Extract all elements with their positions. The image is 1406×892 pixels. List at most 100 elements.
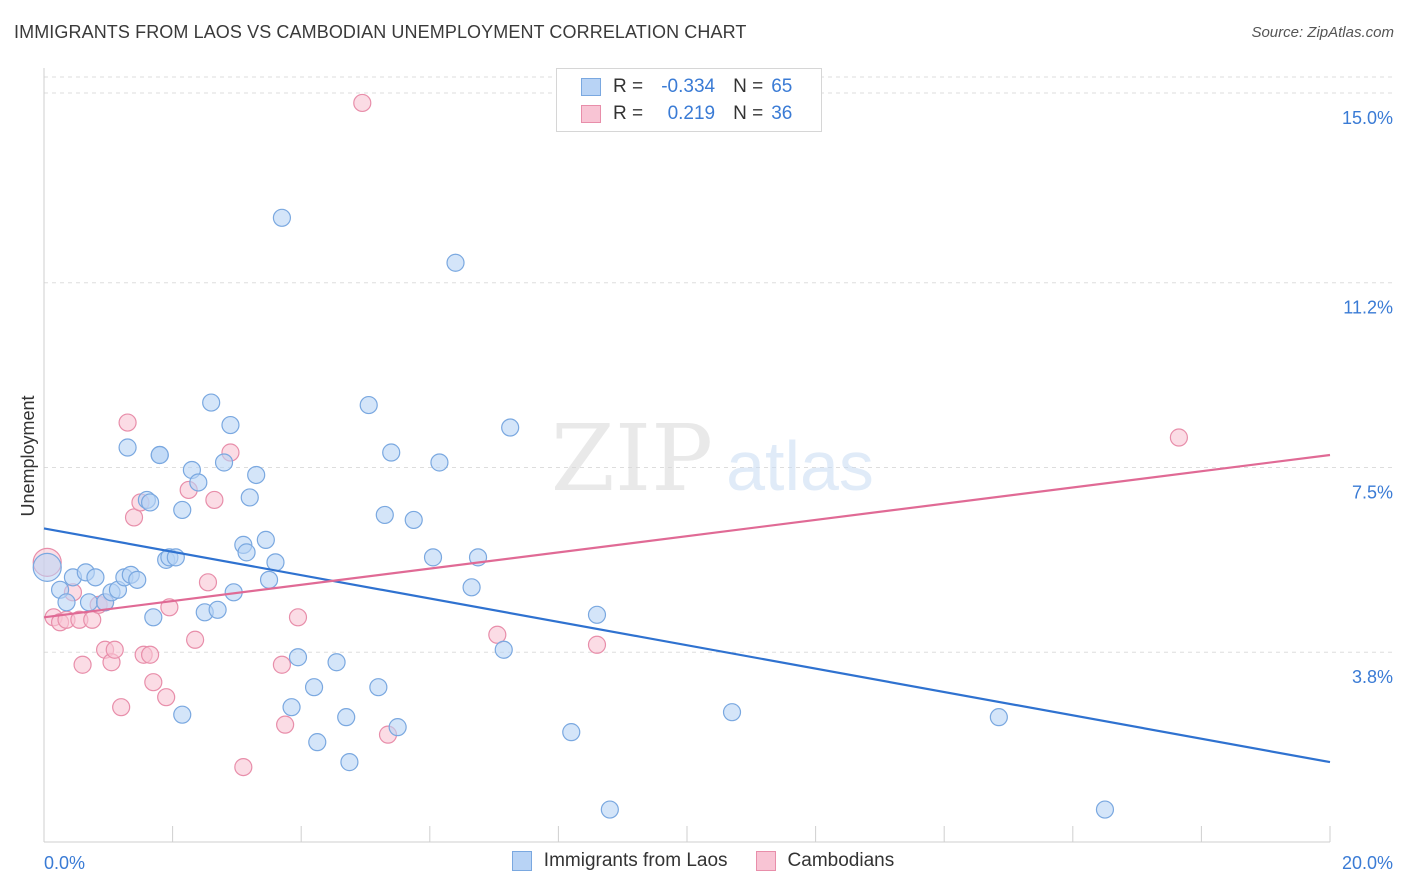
- legend-row-laos: R = -0.334 N = 65: [581, 75, 792, 99]
- laos-point: [32, 552, 62, 582]
- legend-swatch-blue: [511, 851, 532, 871]
- legend-label-laos: Immigrants from Laos: [543, 850, 728, 871]
- laos-point: [237, 543, 256, 562]
- laos-point: [430, 453, 449, 472]
- y-tick-label: 15.0%: [1342, 108, 1393, 128]
- laos-point: [337, 708, 356, 727]
- legend-swatch-pink: [581, 105, 601, 123]
- laos-point: [462, 578, 481, 597]
- laos-point: [304, 678, 324, 697]
- laos-point: [340, 753, 359, 772]
- laos-point: [388, 718, 407, 737]
- laos-point: [259, 570, 279, 589]
- source-label: Source: ZipAtlas.com: [1251, 24, 1394, 41]
- laos-point: [327, 653, 346, 672]
- laos-point: [144, 608, 163, 627]
- cambodian-point: [288, 608, 308, 627]
- legend-r-label: R =: [613, 76, 644, 97]
- legend-n-label: N =: [733, 103, 764, 124]
- cambodian-point: [144, 673, 163, 692]
- laos-point: [57, 593, 76, 612]
- series-legend: Immigrants from Laos Cambodians: [0, 850, 1406, 872]
- cambodian-point: [118, 413, 137, 432]
- y-tick-labels: 3.8% 7.5% 11.2% 15.0%: [1342, 108, 1393, 687]
- laos-point: [308, 733, 327, 752]
- cambodian-point: [272, 655, 292, 674]
- legend-n-value: 65: [771, 76, 793, 97]
- laos-point: [587, 605, 607, 624]
- cambodian-point: [73, 655, 92, 674]
- legend-n-label: N =: [733, 76, 764, 97]
- watermark-zip: ZIP: [551, 405, 713, 512]
- chart-title: IMMIGRANTS FROM LAOS VS CAMBODIAN UNEMPL…: [14, 22, 747, 42]
- laos-point: [282, 698, 301, 717]
- cambodian-point: [198, 573, 218, 592]
- legend-r-label: R =: [613, 103, 644, 124]
- laos-point: [600, 800, 619, 819]
- laos-trend-line: [43, 527, 1331, 764]
- laos-point: [1095, 800, 1115, 819]
- laos-point: [562, 723, 581, 742]
- laos-point: [501, 418, 520, 437]
- laos-point: [256, 530, 275, 549]
- laos-point: [173, 705, 192, 724]
- laos-point: [423, 548, 443, 567]
- cambodian-trend-line: [43, 453, 1331, 619]
- legend-row-cambodians: R = 0.219 N = 36: [581, 102, 792, 126]
- legend-item-cambodians[interactable]: Cambodians: [755, 850, 895, 872]
- y-tick-label: 11.2%: [1343, 298, 1393, 318]
- correlation-legend: R = -0.334 N = 65 R = 0.219 N = 36: [556, 68, 822, 132]
- laos-point: [86, 568, 105, 587]
- laos-point: [369, 678, 388, 697]
- legend-swatch-blue: [581, 78, 601, 96]
- laos-point: [446, 253, 465, 272]
- cambodian-point: [1169, 428, 1188, 447]
- cambodian-point: [234, 757, 253, 777]
- legend-item-laos[interactable]: Immigrants from Laos: [511, 850, 728, 872]
- y-tick-label: 3.8%: [1352, 667, 1393, 687]
- laos-point: [173, 500, 192, 520]
- laos-point: [494, 640, 513, 659]
- cambodian-point: [105, 640, 124, 659]
- cambodian-point: [205, 490, 224, 510]
- axes: [43, 68, 1331, 843]
- cambodian-point: [112, 698, 131, 717]
- y-tick-label: 7.5%: [1352, 482, 1393, 502]
- legend-n-value: 36: [771, 103, 793, 124]
- laos-point: [140, 493, 160, 512]
- cambodian-point: [124, 508, 144, 527]
- cambodian-point: [276, 715, 295, 734]
- laos-point: [272, 208, 292, 227]
- laos-point: [202, 393, 221, 412]
- laos-point: [404, 510, 423, 530]
- cambodian-point: [157, 688, 176, 707]
- laos-point: [359, 395, 378, 415]
- legend-label-cambodians: Cambodians: [787, 850, 895, 871]
- cambodian-point: [488, 625, 507, 644]
- cambodian-point: [587, 635, 607, 654]
- laos-point: [128, 570, 147, 589]
- watermark: ZIP atlas: [551, 405, 874, 512]
- laos-point: [722, 703, 742, 722]
- data-points: [32, 93, 1188, 819]
- laos-point: [208, 600, 227, 619]
- laos-point: [247, 465, 266, 485]
- watermark-atlas: atlas: [726, 427, 874, 505]
- laos-point: [214, 453, 234, 472]
- laos-point: [288, 648, 308, 667]
- laos-point: [118, 438, 137, 457]
- laos-point: [989, 708, 1008, 727]
- cambodian-point: [186, 630, 205, 649]
- laos-point: [189, 473, 208, 492]
- cambodian-point: [353, 93, 372, 113]
- legend-r-value: 0.219: [667, 103, 716, 124]
- laos-point: [382, 443, 401, 462]
- x-tick-label-min: 0.0%: [44, 853, 85, 873]
- y-axis-label: Unemployment: [18, 395, 38, 516]
- laos-point: [79, 593, 99, 612]
- trend-lines: [43, 453, 1331, 764]
- legend-r-value: -0.334: [661, 76, 716, 97]
- x-tick-label-max: 20.0%: [1342, 853, 1393, 873]
- legend-swatch-pink: [755, 851, 776, 871]
